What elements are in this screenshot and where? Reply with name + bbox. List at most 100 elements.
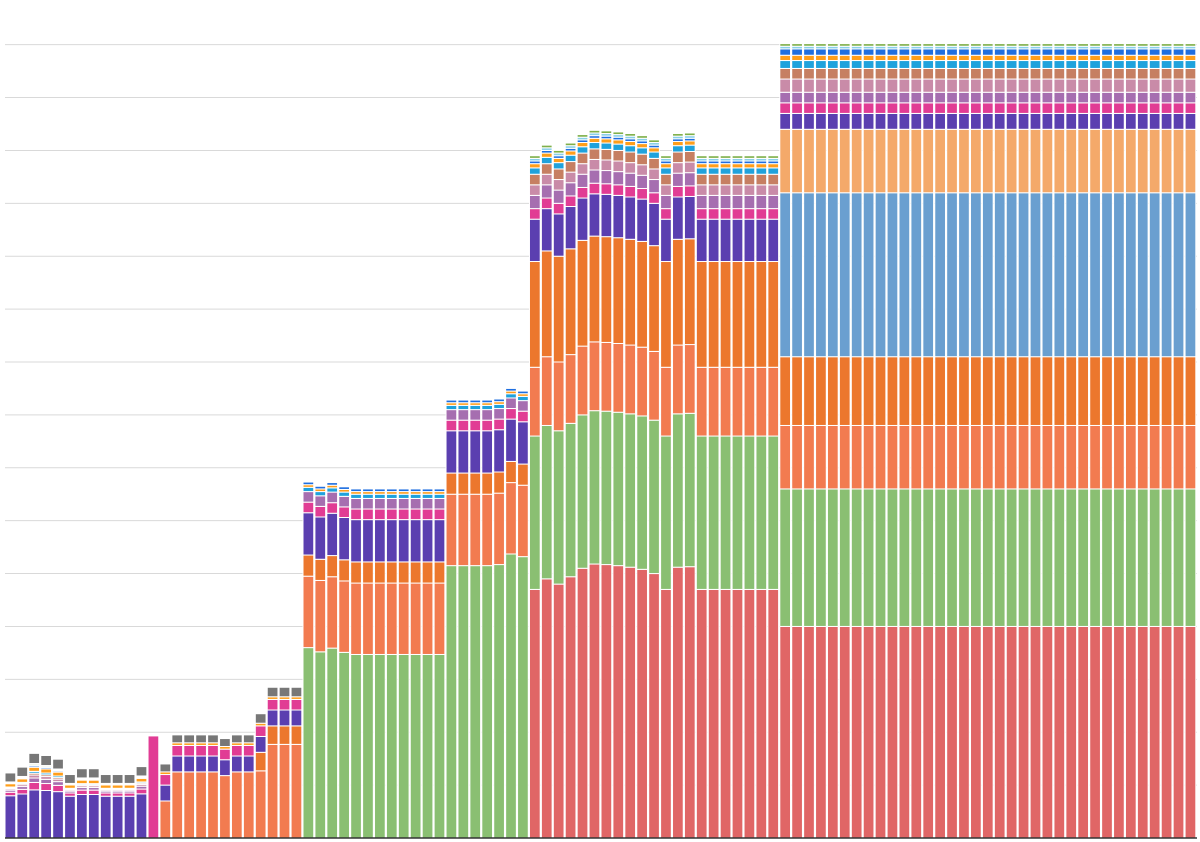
- bar-segment: [648, 350, 660, 421]
- bar-segment: [886, 356, 899, 426]
- bar-segment: [1184, 112, 1197, 130]
- bar-segment: [779, 192, 792, 358]
- bar-segment: [838, 488, 851, 627]
- bar-segment: [1077, 112, 1090, 130]
- bar-segment: [886, 192, 899, 358]
- bar-segment: [755, 184, 768, 196]
- bar-segment: [850, 424, 863, 490]
- bar-segment: [1101, 128, 1113, 194]
- bar-segment: [457, 409, 470, 421]
- bar-segment: [314, 579, 327, 653]
- bar-segment: [993, 60, 1006, 69]
- bar-segment: [1005, 356, 1018, 426]
- bar-segment: [1029, 192, 1042, 358]
- bar-segment: [52, 758, 64, 770]
- bar-segment: [1089, 60, 1101, 69]
- bar-segment: [1184, 424, 1197, 490]
- bar-segment: [1041, 488, 1054, 627]
- bar-segment: [540, 578, 553, 839]
- bar-segment: [528, 173, 541, 186]
- bar-segment: [922, 192, 935, 358]
- bar-segment: [600, 193, 613, 238]
- bar-segment: [469, 493, 482, 567]
- bar-segment: [1017, 424, 1030, 490]
- bar-segment: [362, 653, 374, 839]
- bar-segment: [421, 582, 434, 655]
- bar-segment: [850, 488, 863, 627]
- bar-segment: [290, 725, 303, 745]
- bar-segment: [28, 766, 41, 772]
- bar-segment: [946, 54, 958, 62]
- bar-segment: [838, 192, 851, 358]
- bar-segment: [1101, 54, 1113, 62]
- bar-segment: [731, 208, 744, 220]
- bar-segment: [862, 192, 875, 358]
- bar-segment: [1029, 112, 1042, 130]
- bar-segment: [803, 91, 815, 104]
- bar-segment: [612, 171, 625, 186]
- bar-segment: [1017, 112, 1030, 130]
- bar-segment: [934, 43, 946, 47]
- bar-segment: [660, 261, 672, 368]
- bar-segment: [159, 774, 172, 786]
- bar-segment: [528, 155, 541, 159]
- bar-segment: [1005, 625, 1018, 839]
- bar-segment: [624, 145, 637, 153]
- bar-segment: [1029, 128, 1042, 194]
- bar-segment: [1029, 424, 1042, 490]
- bar-segment: [552, 430, 565, 585]
- bar-segment: [803, 424, 815, 490]
- bar-segment: [254, 725, 267, 737]
- bar-segment: [672, 185, 684, 198]
- bar-segment: [1136, 60, 1149, 69]
- bar-segment: [672, 140, 684, 147]
- bar-segment: [588, 158, 601, 171]
- bar-segment: [838, 128, 851, 194]
- bar-segment: [934, 48, 946, 56]
- bar-segment: [886, 54, 899, 62]
- bar-segment: [1136, 356, 1149, 426]
- bar-segment: [1136, 192, 1149, 358]
- bar-segment: [970, 60, 982, 69]
- bar-segment: [1053, 60, 1066, 69]
- bar-segment: [1029, 67, 1042, 80]
- bar-segment: [874, 67, 887, 80]
- bar-segment: [1005, 60, 1018, 69]
- bar-segment: [791, 625, 803, 839]
- bar-segment: [946, 48, 958, 56]
- bar-segment: [64, 795, 76, 839]
- bar-segment: [1005, 43, 1018, 47]
- bar-segment: [1172, 112, 1185, 130]
- bar-segment: [87, 779, 100, 785]
- bar-segment: [1053, 128, 1066, 194]
- bar-segment: [350, 519, 362, 563]
- bar-segment: [171, 755, 184, 773]
- bar-segment: [1160, 112, 1173, 130]
- bar-segment: [1160, 356, 1173, 426]
- bar-segment: [397, 493, 410, 499]
- bar-segment: [552, 583, 565, 839]
- bar-segment: [719, 173, 732, 186]
- bar-segment: [445, 404, 458, 411]
- bar-segment: [695, 194, 708, 210]
- bar-segment: [743, 173, 756, 186]
- bar-segment: [76, 768, 88, 779]
- bar-segment: [672, 344, 684, 415]
- bar-segment: [791, 67, 803, 80]
- bar-segment: [1101, 192, 1113, 358]
- bar-segment: [672, 196, 684, 240]
- bar-segment: [1184, 48, 1197, 56]
- bar-segment: [409, 561, 422, 584]
- bar-segment: [1089, 424, 1101, 490]
- bar-segment: [981, 192, 994, 358]
- bar-segment: [1065, 60, 1078, 69]
- bar-segment: [1184, 102, 1197, 114]
- bar-segment: [612, 131, 625, 136]
- bar-segment: [862, 625, 875, 839]
- bar-segment: [874, 625, 887, 839]
- bar-segment: [826, 356, 839, 426]
- bar-segment: [767, 184, 780, 196]
- bar-segment: [242, 744, 255, 757]
- bar-segment: [338, 559, 350, 582]
- bar-segment: [1124, 488, 1137, 627]
